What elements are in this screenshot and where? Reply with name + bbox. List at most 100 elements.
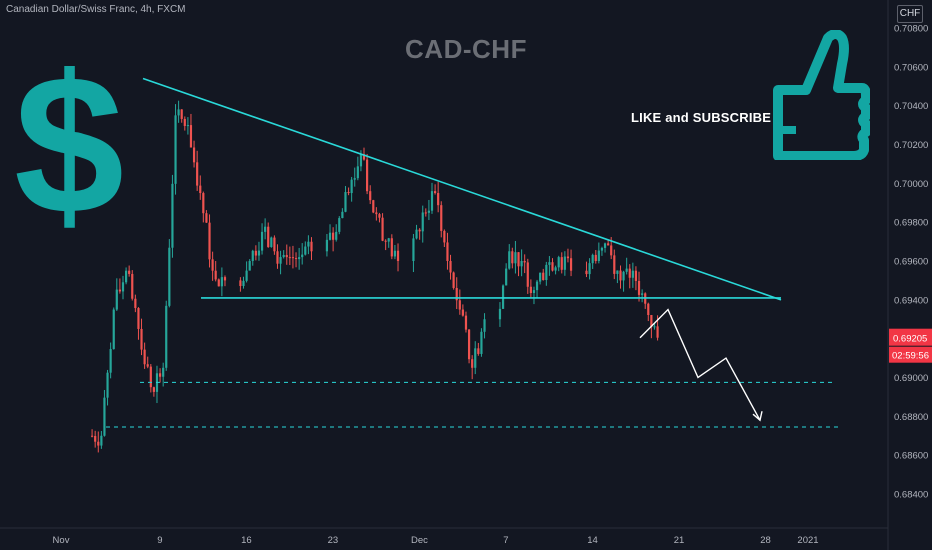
candle-body [162, 367, 165, 377]
currency-badge[interactable]: CHF [897, 5, 923, 23]
candle-body [267, 226, 270, 247]
x-tick-label: Dec [411, 535, 428, 546]
candle-body [332, 232, 335, 240]
y-tick-label: 0.68600 [894, 451, 928, 462]
x-tick-label: 2021 [797, 535, 818, 546]
candle-body [613, 255, 616, 274]
candle-body [100, 435, 103, 446]
candle-body [532, 290, 536, 294]
candle-body [566, 256, 570, 259]
candle-body [452, 272, 455, 288]
candle-body [242, 280, 245, 286]
candle-body [458, 300, 461, 310]
candle-body [350, 179, 353, 194]
candle-body [619, 270, 622, 281]
x-tick-label: 23 [328, 535, 339, 546]
candle-body [381, 217, 384, 241]
candle-body [134, 298, 137, 309]
candle-body [338, 218, 341, 232]
candle-body [264, 226, 267, 232]
candle-body [631, 270, 634, 278]
candle-body [279, 257, 282, 264]
candle-body [310, 241, 313, 252]
candle-body [131, 273, 134, 299]
candle-body [115, 289, 118, 310]
candle-body [152, 387, 155, 392]
candle-body [511, 251, 514, 264]
candle-body [375, 212, 378, 215]
candle-body [220, 277, 223, 287]
candle-body [353, 178, 356, 180]
candle-body [421, 212, 424, 232]
candle-body [427, 210, 430, 213]
candle-body [656, 326, 659, 338]
candle-body [239, 280, 242, 286]
candle-body [430, 191, 434, 211]
candle-body [189, 125, 193, 148]
candle-body [378, 214, 381, 218]
candle-body [180, 109, 183, 119]
candle-body [301, 254, 304, 258]
candle-body [467, 329, 471, 360]
descending-trendline[interactable] [142, 77, 782, 301]
candle-body [412, 238, 415, 261]
candle-body [557, 257, 560, 268]
candle-body [205, 213, 208, 223]
candle-body [622, 271, 625, 281]
candle-body [158, 373, 162, 377]
candle-body [372, 200, 375, 213]
candle-body [520, 261, 523, 267]
y-tick-label: 0.69400 [894, 295, 928, 306]
candle-body [291, 257, 295, 259]
y-tick-label: 0.69000 [894, 373, 928, 384]
y-tick-label: 0.70800 [894, 24, 928, 35]
candle-body [449, 261, 452, 273]
projected-path-arrow[interactable] [639, 308, 761, 421]
candle-body [304, 246, 307, 255]
symbol-info: Canadian Dollar/Swiss Franc, 4h, FXCM [6, 4, 186, 15]
candle-body [106, 372, 109, 398]
candle-body [390, 238, 393, 257]
candle-body [650, 315, 653, 327]
candle-body [369, 191, 372, 201]
candle-body [202, 193, 205, 214]
candle-body [542, 272, 545, 281]
candle-body [505, 268, 508, 286]
x-tick-label: 14 [587, 535, 598, 546]
candle-body [294, 258, 298, 260]
candle-body [539, 272, 542, 282]
candle-body [174, 115, 177, 184]
candle-body [146, 364, 149, 367]
candle-body [217, 279, 220, 287]
x-tick-label: 21 [674, 535, 685, 546]
candle-body [603, 243, 607, 248]
candle-body [186, 125, 189, 127]
candle-body [387, 238, 390, 242]
candle-body [90, 435, 94, 437]
candle-body [607, 243, 610, 246]
y-tick-label: 0.70400 [894, 101, 928, 112]
candle-body [171, 183, 174, 248]
candle-body [223, 277, 227, 281]
candle-body [628, 268, 631, 278]
candle-body [588, 263, 591, 275]
candle-body [199, 185, 202, 194]
candle-body [112, 309, 115, 350]
candle-body [610, 245, 613, 256]
candle-body [548, 262, 551, 265]
candle-body [288, 257, 291, 259]
candle-body [211, 259, 214, 271]
candle-body [418, 229, 421, 232]
candle-body [647, 303, 650, 316]
candle-body [214, 270, 217, 280]
last-price-label: 0.69205 [893, 334, 927, 345]
candle-body [276, 251, 279, 264]
candle-body [569, 258, 573, 271]
candle-body [455, 287, 458, 301]
candle-body [597, 250, 600, 261]
candle-body [257, 250, 261, 256]
y-tick-label: 0.69600 [894, 257, 928, 268]
candle-body [641, 293, 644, 295]
